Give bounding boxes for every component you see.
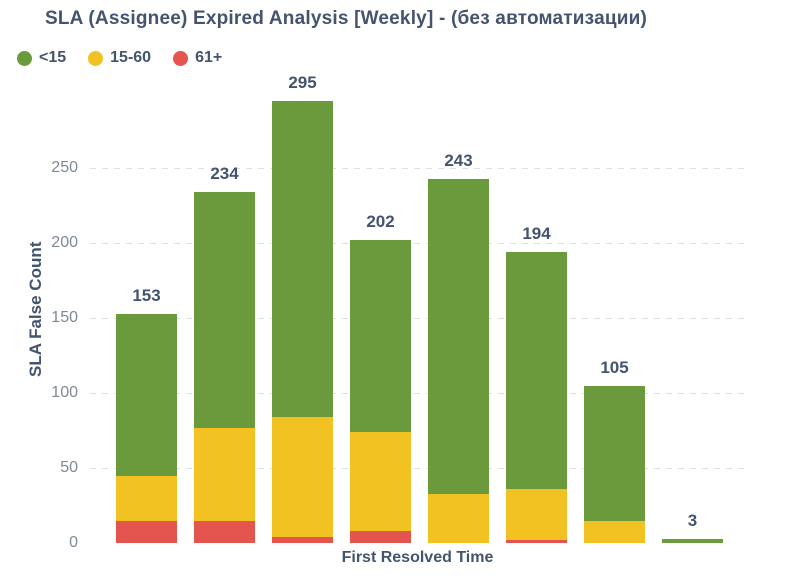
y-tick-label: 50 bbox=[60, 459, 78, 476]
bar-segment-<15[interactable] bbox=[662, 538, 723, 543]
bar-segment-15-60[interactable] bbox=[272, 417, 333, 537]
legend-item[interactable]: 15-60 bbox=[88, 49, 151, 67]
bar-segment-<15[interactable] bbox=[272, 100, 333, 417]
bar-segment-<15[interactable] bbox=[428, 178, 489, 494]
grid-line bbox=[90, 468, 745, 469]
bar-segment-<15[interactable] bbox=[116, 313, 177, 476]
bar-total-label: 243 bbox=[444, 150, 473, 170]
bar-total-label: 3 bbox=[687, 510, 698, 530]
bar-segment-61+[interactable] bbox=[116, 520, 177, 543]
bar-segment-<15[interactable] bbox=[584, 385, 645, 521]
bar-segment-15-60[interactable] bbox=[116, 475, 177, 521]
y-tick-label: 0 bbox=[69, 534, 78, 551]
bar-segment-<15[interactable] bbox=[194, 192, 255, 428]
bar-segment-61+[interactable] bbox=[350, 531, 411, 543]
bar-total-label: 202 bbox=[366, 212, 395, 231]
grid-line bbox=[90, 168, 745, 169]
grid-line bbox=[90, 318, 745, 319]
y-tick-label: 250 bbox=[51, 159, 78, 176]
bar-segment-<15[interactable] bbox=[506, 252, 567, 489]
bar-segment-15-60[interactable] bbox=[506, 489, 567, 540]
bar-total-label: 153 bbox=[132, 285, 161, 305]
bar-segment-15-60[interactable] bbox=[584, 520, 645, 543]
bar-segment-15-60[interactable] bbox=[428, 493, 489, 543]
bar-total-label: 234 bbox=[210, 164, 239, 183]
grid-line bbox=[90, 243, 745, 244]
legend-item[interactable]: 61+ bbox=[173, 49, 222, 67]
legend-label: 61+ bbox=[195, 49, 223, 66]
y-tick-label: 150 bbox=[51, 309, 78, 326]
bar-segment-<15[interactable] bbox=[350, 240, 411, 432]
legend: <15 15-60 61+ bbox=[17, 49, 222, 67]
grid-line bbox=[90, 393, 745, 394]
x-axis-title: First Resolved Time bbox=[341, 549, 494, 566]
bar-segment-15-60[interactable] bbox=[194, 427, 255, 521]
legend-swatch-icon bbox=[88, 50, 104, 66]
bar-total-label: 105 bbox=[600, 357, 629, 377]
legend-item[interactable]: <15 bbox=[17, 49, 66, 67]
y-tick-label: 200 bbox=[51, 234, 78, 251]
bar-segment-61+[interactable] bbox=[272, 537, 333, 543]
legend-swatch-icon bbox=[17, 50, 32, 66]
bar-total-label: 194 bbox=[522, 224, 551, 243]
chart-title: SLA (Assignee) Expired Analysis [Weekly]… bbox=[45, 8, 648, 29]
bar-segment-61+[interactable] bbox=[506, 540, 567, 543]
bar-segment-15-60[interactable] bbox=[350, 432, 411, 531]
legend-label: 15-60 bbox=[110, 49, 152, 66]
legend-label: <15 bbox=[39, 49, 67, 66]
y-tick-label: 100 bbox=[51, 384, 78, 401]
bar-total-label: 295 bbox=[288, 72, 317, 92]
y-axis-title: SLA False Count bbox=[26, 241, 45, 377]
legend-swatch-icon bbox=[173, 50, 189, 66]
bar-segment-61+[interactable] bbox=[194, 520, 255, 543]
